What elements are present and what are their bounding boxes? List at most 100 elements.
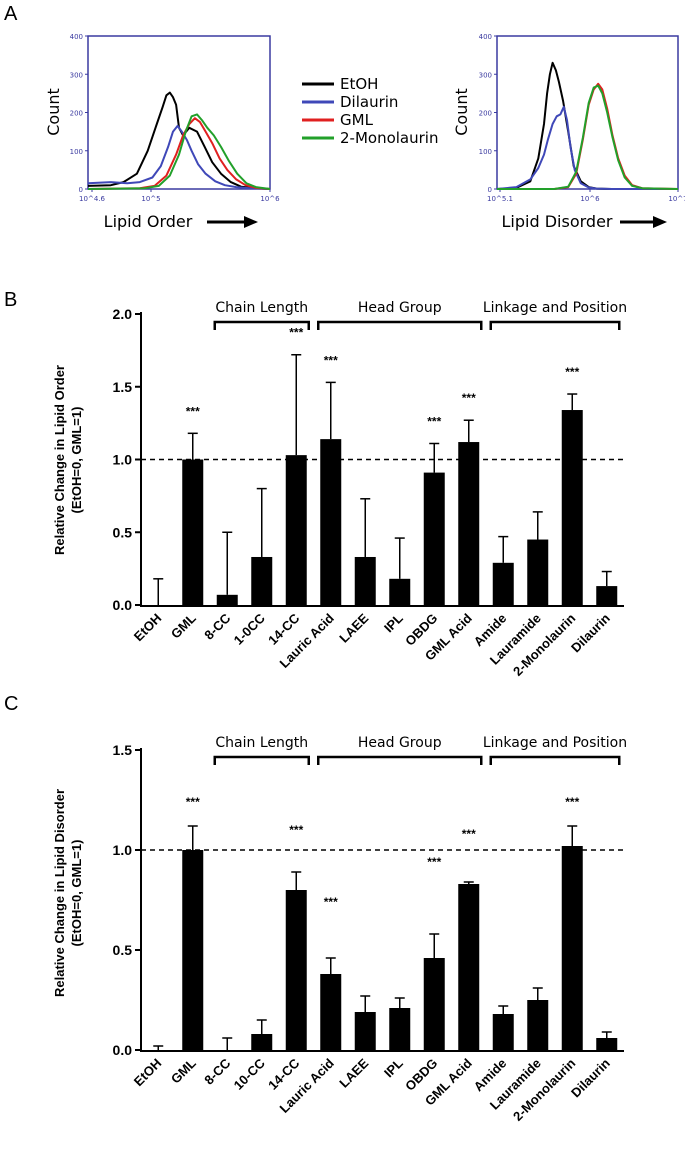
bar-obdg bbox=[423, 472, 445, 605]
bar-gml bbox=[182, 459, 204, 605]
group-label-head-group: Head Group bbox=[358, 300, 442, 316]
bar-laee bbox=[354, 1012, 376, 1050]
y-tick-label: 100 bbox=[70, 148, 83, 156]
bar-lauric-acid bbox=[320, 439, 342, 605]
y-tick-label: 400 bbox=[479, 33, 492, 41]
significance-14-cc: *** bbox=[289, 326, 303, 340]
significance-obdg: *** bbox=[427, 855, 441, 869]
y-tick-label: 0.5 bbox=[113, 942, 133, 958]
significance-gml-acid: *** bbox=[462, 827, 476, 841]
bar-lauramide bbox=[527, 1000, 549, 1050]
significance-2-monolaurin: *** bbox=[565, 365, 579, 379]
bar-chart-lipid-disorder-ylabel-2: (EtOH=0, GML=1) bbox=[69, 840, 84, 947]
x-tick-label: 10^5.1 bbox=[487, 195, 513, 203]
histogram-lipid-order-ylabel: Count bbox=[44, 88, 63, 136]
histogram-legend: EtOH Dilaurin GML 2-Monolaurin bbox=[302, 75, 438, 147]
bar-gml-acid bbox=[458, 884, 480, 1050]
legend-label-etoh: EtOH bbox=[340, 75, 378, 93]
category-label-laee: LAEE bbox=[336, 610, 371, 645]
group-label-linkage-and-position: Linkage and Position bbox=[483, 735, 627, 751]
significance-obdg: *** bbox=[427, 414, 441, 428]
category-label-dilaurin: Dilaurin bbox=[568, 610, 613, 655]
significance-gml: *** bbox=[186, 795, 200, 809]
bar-2-monolaurin bbox=[561, 410, 583, 605]
series-line-gml bbox=[497, 82, 679, 190]
category-label-dilaurin: Dilaurin bbox=[568, 1055, 613, 1100]
histogram-lipid-disorder-xlabel: Lipid Disorder bbox=[502, 212, 613, 231]
bar-2-monolaurin bbox=[561, 846, 583, 1050]
legend-label-dilaurin: Dilaurin bbox=[340, 93, 398, 111]
histogram-lipid-order-xlabel: Lipid Order bbox=[104, 212, 193, 231]
y-tick-label: 1.5 bbox=[113, 379, 133, 395]
category-label-10-cc: 10-CC bbox=[231, 1055, 269, 1093]
bar-amide bbox=[492, 1014, 514, 1050]
significance-lauric-acid: *** bbox=[324, 895, 338, 909]
bar-ipl bbox=[389, 578, 411, 605]
bar-8-cc bbox=[216, 594, 238, 605]
bar-obdg bbox=[423, 958, 445, 1050]
x-tick-label: 10^4.6 bbox=[79, 195, 105, 203]
y-tick-label: 300 bbox=[479, 71, 492, 79]
bar-10-cc bbox=[251, 1034, 273, 1050]
histogram-lipid-order: 0 100 200 300 400 10^4.6 10^5 10^6 Count Lipid … bbox=[44, 33, 280, 231]
category-label-1-0cc: 1-0CC bbox=[231, 610, 269, 648]
significance-gml: *** bbox=[186, 404, 200, 418]
legend-label-gml: GML bbox=[340, 111, 374, 129]
series-line-etoh bbox=[496, 61, 678, 190]
bar-laee bbox=[354, 556, 376, 605]
y-tick-label: 0.0 bbox=[113, 597, 133, 613]
series-line-dilaurin bbox=[496, 105, 678, 190]
series-line-2-monolaurin bbox=[497, 84, 679, 190]
category-label-ipl: IPL bbox=[381, 610, 406, 635]
xlabel-arrow-icon bbox=[207, 216, 258, 228]
group-label-head-group: Head Group bbox=[358, 735, 442, 751]
y-tick-label: 0 bbox=[488, 186, 492, 194]
bar-dilaurin bbox=[596, 1038, 618, 1050]
y-tick-label: 1.0 bbox=[113, 842, 133, 858]
group-bracket-head-group bbox=[317, 755, 483, 765]
bar-chart-lipid-order-ylabel-2: (EtOH=0, GML=1) bbox=[69, 407, 84, 514]
histogram-lipid-disorder-ylabel: Count bbox=[452, 88, 471, 136]
xlabel-arrow-icon bbox=[620, 216, 667, 228]
group-label-chain-length: Chain Length bbox=[215, 735, 308, 751]
significance-2-monolaurin: *** bbox=[565, 795, 579, 809]
y-tick-label: 0 bbox=[79, 186, 83, 194]
y-tick-label: 2.0 bbox=[113, 306, 133, 322]
histogram-lipid-disorder-curves: 0 100 200 300 400 10^5.1 10^6 10^7 bbox=[479, 33, 685, 203]
histogram-lipid-order-curves: 0 100 200 300 400 10^4.6 10^5 10^6 bbox=[70, 33, 281, 203]
y-tick-label: 300 bbox=[70, 71, 83, 79]
legend-label-2-monolaurin: 2-Monolaurin bbox=[340, 129, 438, 147]
y-tick-label: 1.0 bbox=[113, 452, 133, 468]
bar-ipl bbox=[389, 1008, 411, 1050]
bar-chart-lipid-disorder-ylabel: Relative Change in Lipid Disorder bbox=[52, 789, 67, 997]
category-label-gml: GML bbox=[168, 610, 199, 641]
series-line-gml bbox=[87, 117, 271, 190]
y-tick-label: 0.0 bbox=[113, 1042, 133, 1058]
group-bracket-chain-length bbox=[213, 320, 310, 330]
category-label-8-cc: 8-CC bbox=[201, 610, 233, 642]
panel-letter-c: C bbox=[4, 693, 18, 715]
category-label-laee: LAEE bbox=[336, 1055, 371, 1090]
category-label-gml: GML bbox=[168, 1055, 199, 1086]
x-tick-label: 10^6 bbox=[580, 195, 600, 203]
significance-14-cc: *** bbox=[289, 823, 303, 837]
category-label-8-cc: 8-CC bbox=[201, 1055, 233, 1087]
group-bracket-linkage-and-position bbox=[489, 755, 621, 765]
bar-gml-acid bbox=[458, 442, 480, 605]
series-line-etoh bbox=[87, 91, 271, 190]
panel-letter-b: B bbox=[4, 289, 17, 311]
group-bracket-chain-length bbox=[213, 755, 310, 765]
bar-chart-lipid-order-ylabel: Relative Change in Lipid Order bbox=[52, 365, 67, 555]
bar-dilaurin bbox=[596, 586, 618, 605]
bar-1-0cc bbox=[251, 556, 273, 605]
significance-gml-acid: *** bbox=[462, 391, 476, 405]
group-label-linkage-and-position: Linkage and Position bbox=[483, 300, 627, 316]
x-tick-label: 10^5 bbox=[141, 195, 160, 203]
category-label-ipl: IPL bbox=[381, 1055, 406, 1080]
y-tick-label: 1.5 bbox=[113, 742, 133, 758]
bar-lauric-acid bbox=[320, 974, 342, 1050]
series-line-2-monolaurin bbox=[87, 113, 271, 190]
bar-lauramide bbox=[527, 539, 549, 605]
